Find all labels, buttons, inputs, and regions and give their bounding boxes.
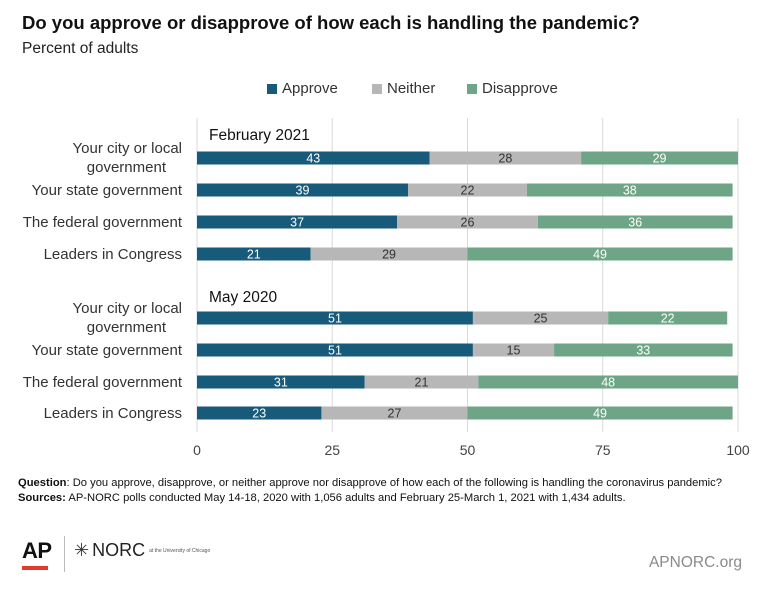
category-label: Leaders in Congress: [44, 246, 182, 263]
bar-segment-disapprove: [608, 311, 728, 325]
legend-label-disapprove: Disapprove: [482, 80, 558, 97]
category-label: Your state government: [32, 182, 183, 199]
bar-value-label-disapprove: 33: [636, 344, 650, 358]
bar-segment-disapprove: [467, 247, 733, 261]
bar-value-label-approve: 51: [328, 344, 342, 358]
bar-segment-approve: [197, 375, 365, 389]
bar-segment-disapprove: [527, 183, 733, 197]
norc-star-icon: ✳: [74, 540, 90, 560]
question-label: Question: [18, 477, 67, 489]
category-label: Leaders in Congress: [44, 405, 182, 422]
norc-logo-text: NORC: [92, 540, 146, 560]
bar-value-label-approve: 39: [296, 184, 310, 198]
legend: Approve Neither Disapprove: [0, 80, 768, 100]
category-label: Your city or local government: [73, 300, 183, 336]
bar-value-label-approve: 51: [328, 312, 342, 326]
bar-value-label-approve: 43: [306, 152, 320, 166]
bar-value-label-disapprove: 48: [601, 376, 615, 390]
bar-value-label-approve: 31: [274, 376, 288, 390]
bar-segment-disapprove: [537, 215, 733, 229]
bar-value-label-neither: 15: [507, 344, 521, 358]
bar-value-label-neither: 29: [382, 248, 396, 262]
bar-value-label-neither: 25: [534, 312, 548, 326]
bar-segment-disapprove: [478, 375, 738, 389]
bar-segment-neither: [397, 215, 538, 229]
bar-value-label-disapprove: 38: [623, 184, 637, 198]
legend-swatch-approve: [267, 83, 277, 94]
bar-value-label-disapprove: 36: [628, 216, 642, 230]
bar-value-label-disapprove: 22: [661, 312, 675, 326]
x-tick-label: 50: [460, 442, 476, 458]
bar-segment-approve: [197, 151, 430, 165]
legend-swatch-neither: [372, 83, 382, 94]
x-tick-label: 0: [193, 442, 201, 458]
bar-segment-neither: [429, 151, 582, 165]
category-label: The federal government: [23, 374, 183, 391]
bar-value-label-neither: 22: [461, 184, 475, 198]
bar-segment-approve: [197, 311, 473, 325]
bar-value-label-approve: 21: [247, 248, 261, 262]
legend-label-neither: Neither: [387, 80, 436, 97]
bar-value-label-approve: 37: [290, 216, 304, 230]
bar-segment-neither: [472, 311, 609, 325]
x-tick-label: 25: [324, 442, 340, 458]
bar-segment-disapprove: [554, 343, 733, 357]
category-label: The federal government: [23, 214, 183, 231]
category-label: Your city or local government: [73, 140, 183, 176]
bar-value-label-neither: 21: [415, 376, 429, 390]
chart-title: Do you approve or disapprove of how each…: [22, 12, 640, 33]
sources-label: Sources:: [18, 492, 66, 504]
sources-note: Sources: AP-NORC polls conducted May 14-…: [18, 491, 758, 506]
bar-segment-neither: [364, 375, 479, 389]
bar-segment-approve: [197, 183, 408, 197]
bar-segment-neither: [472, 343, 555, 357]
norc-logo-small-text: at the University of Chicago: [149, 547, 211, 554]
legend-swatch-disapprove: [467, 83, 477, 94]
stacked-bar-chart: 0 25 50 75 100 February 2021 Your city or loca…: [23, 118, 750, 458]
legend-item-disapprove: Disapprove: [467, 80, 558, 97]
sources-text: AP-NORC polls conducted May 14-18, 2020 …: [65, 492, 626, 504]
bar-segment-approve: [197, 343, 473, 357]
bar-segment-approve: [197, 215, 398, 229]
bar-segment-disapprove: [581, 151, 738, 165]
legend-item-approve: Approve: [267, 80, 338, 97]
bar-segment-neither: [321, 406, 468, 420]
footer: AP ✳ NORC at the University of Chicago A…: [0, 522, 768, 592]
legend-item-neither: Neither: [372, 80, 435, 97]
norc-logo: ✳ NORC at the University of Chicago: [74, 540, 211, 561]
question-text: : Do you approve, disapprove, or neither…: [66, 477, 722, 489]
bar-segment-disapprove: [467, 406, 733, 420]
bar-segment-approve: [197, 406, 322, 420]
bar-segment-neither: [310, 247, 468, 261]
chart-subtitle: Percent of adults: [22, 40, 139, 57]
bar-value-label-disapprove: 29: [653, 152, 667, 166]
question-note: Question: Do you approve, disapprove, or…: [18, 476, 758, 491]
site-link[interactable]: APNORC.org: [648, 554, 742, 571]
group-title: February 2021: [209, 127, 310, 144]
x-tick-label: 75: [595, 442, 611, 458]
logo-divider: [64, 536, 65, 572]
chart-notes: Question: Do you approve, disapprove, or…: [18, 476, 758, 506]
category-label: Your state government: [32, 342, 183, 359]
bar-value-label-disapprove: 49: [593, 407, 607, 421]
bar-segment-approve: [197, 247, 311, 261]
bar-value-label-approve: 23: [252, 407, 266, 421]
ap-logo-underline: [22, 566, 48, 570]
legend-label-approve: Approve: [282, 80, 338, 97]
x-tick-label: 100: [726, 442, 750, 458]
ap-logo: AP: [22, 538, 52, 563]
bar-value-label-neither: 28: [498, 152, 512, 166]
bar-value-label-disapprove: 49: [593, 248, 607, 262]
bar-value-label-neither: 26: [461, 216, 475, 230]
bar-segment-neither: [407, 183, 528, 197]
group-title: May 2020: [209, 289, 277, 306]
bar-value-label-neither: 27: [388, 407, 402, 421]
